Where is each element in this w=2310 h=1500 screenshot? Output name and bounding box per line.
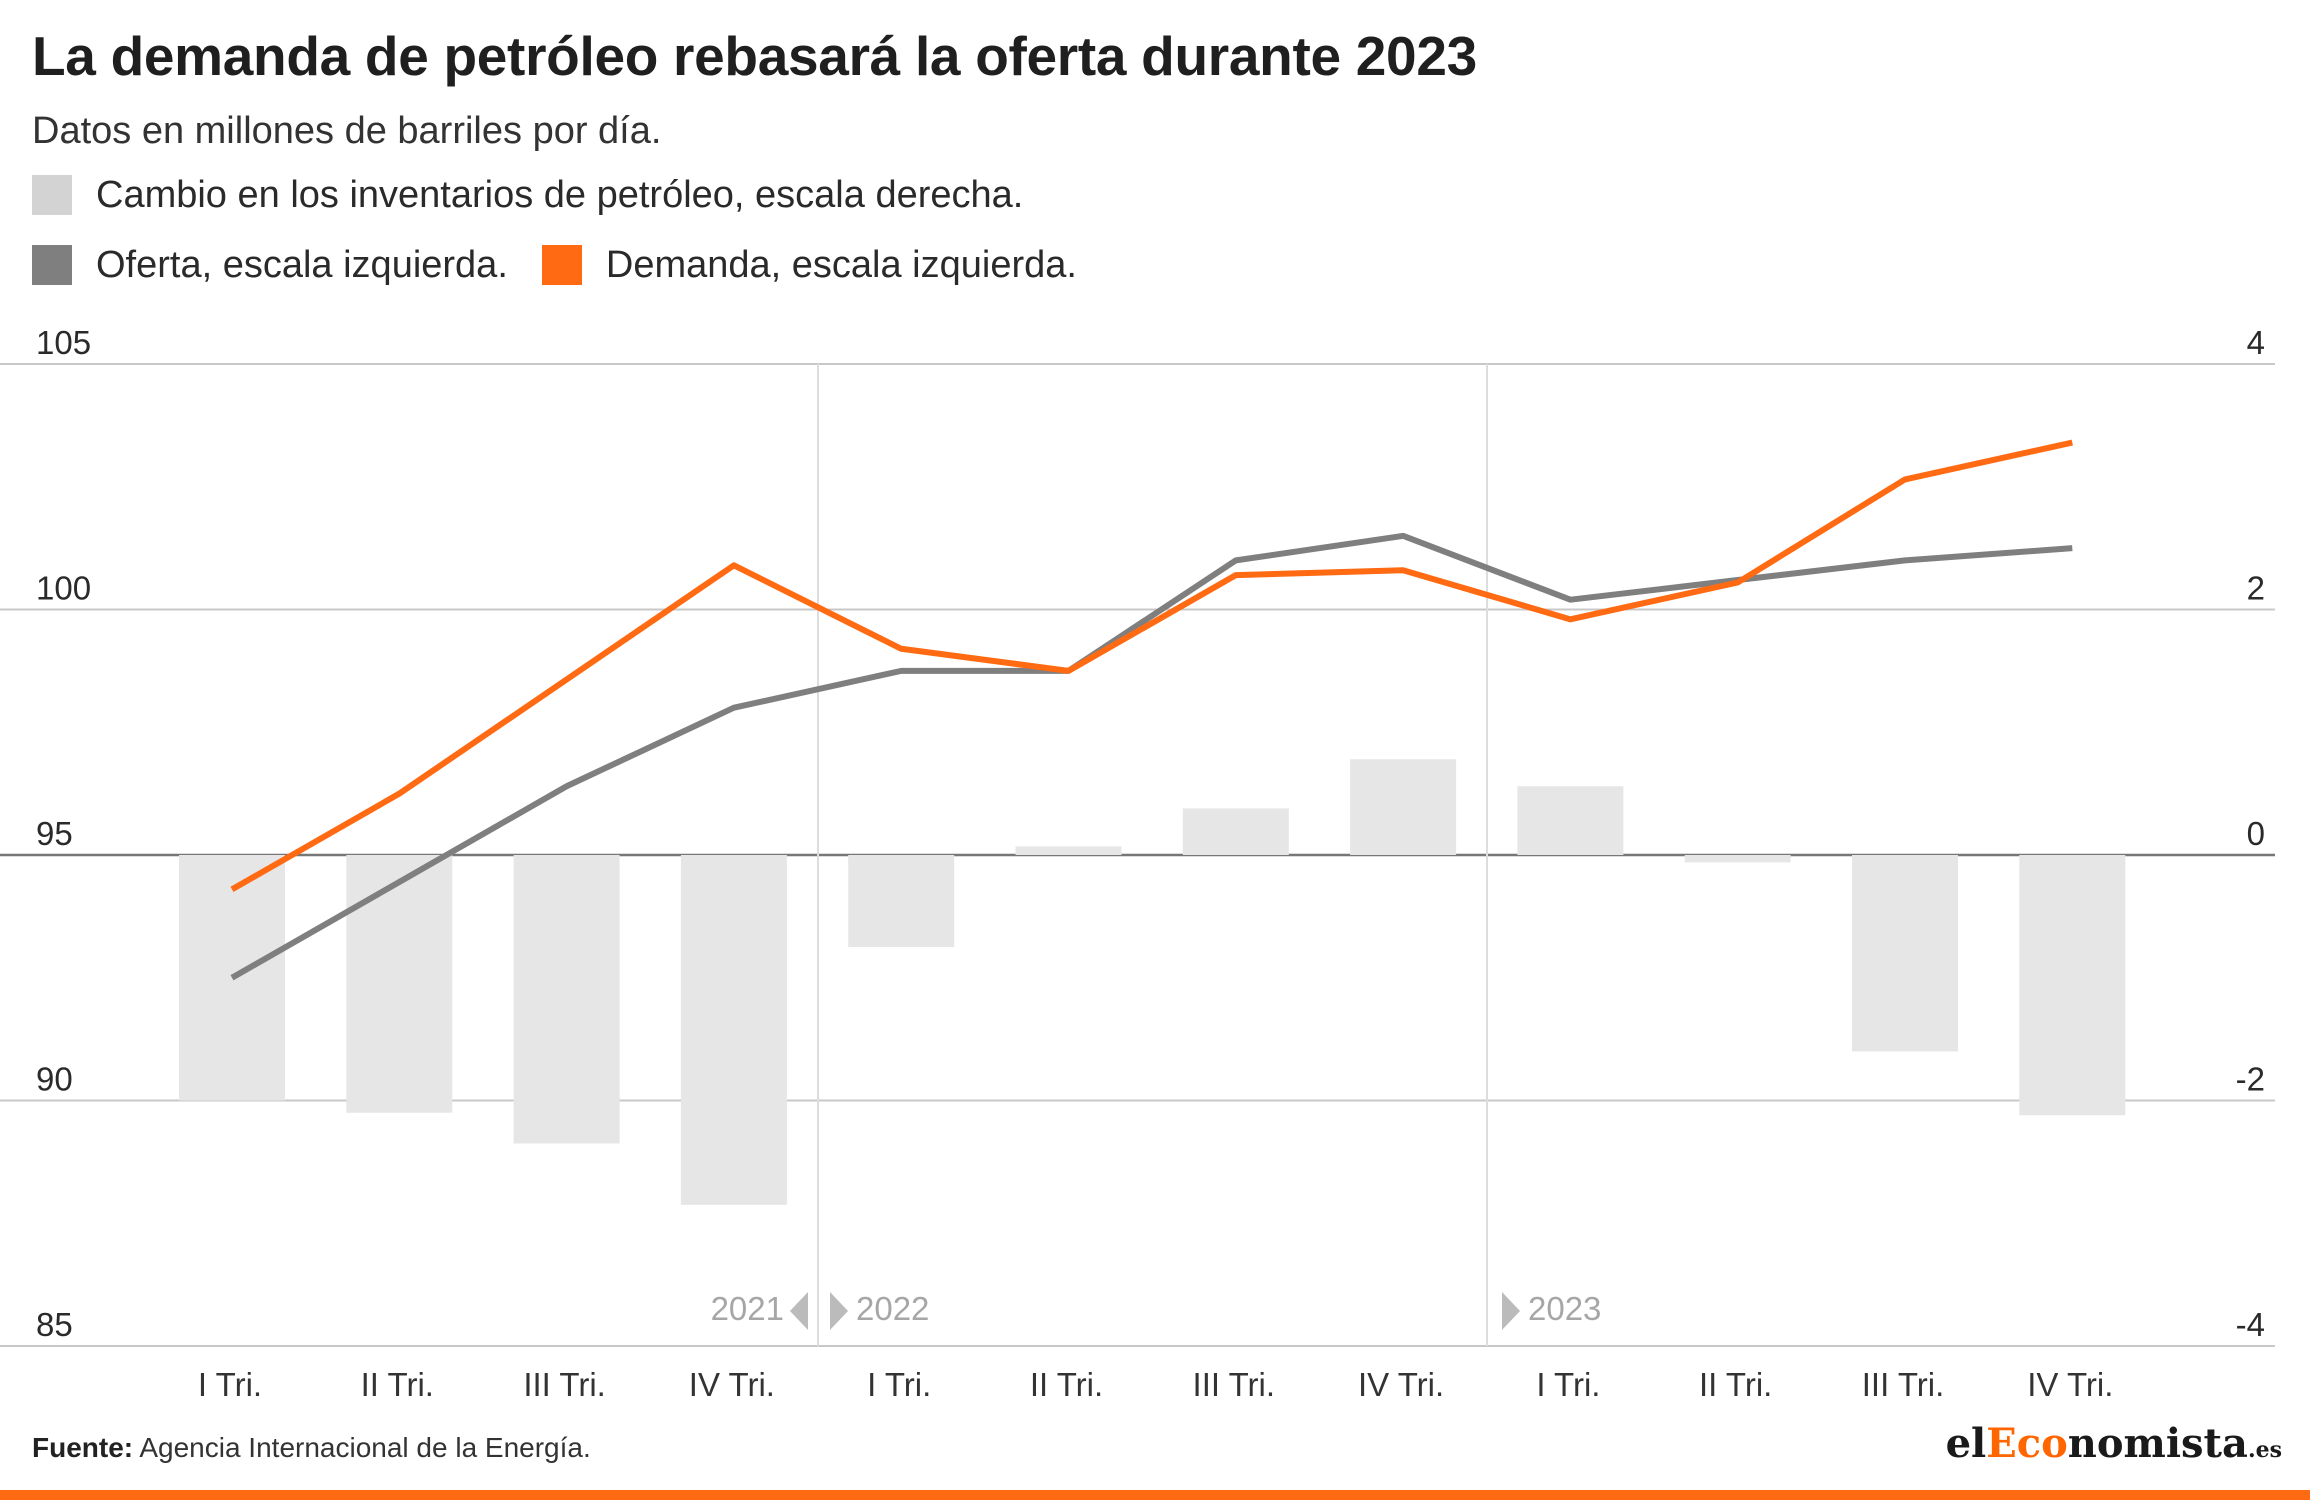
logo-part-domain: .es [2247,1437,2282,1463]
y-left-tick-label: 85 [36,1306,73,1343]
x-tick-label: I Tri. [867,1366,931,1403]
x-tick-label: III Tri. [1862,1366,1945,1403]
eleconomista-logo: elEconomista.es [1946,1420,2282,1467]
inventory-bar [1684,855,1791,863]
y-left-tick-label: 105 [36,324,91,361]
legend-swatch-inventory [32,175,72,215]
supply-line [230,532,2073,981]
chart-subtitle: Datos en millones de barriles por día. [32,110,662,152]
logo-part-eco: Eco [1986,1420,2068,1467]
x-tick-label: III Tri. [1193,1366,1276,1403]
x-tick-label: III Tri. [523,1366,606,1403]
year-label: 2022 [856,1290,929,1327]
x-tick-label: II Tri. [1030,1366,1103,1403]
inventory-bar [1852,855,1958,1052]
inventory-bar [848,855,955,948]
x-tick-label: II Tri. [361,1366,434,1403]
legend-label-inventory: Cambio en los inventarios de petróleo, e… [96,173,1024,216]
logo-part-nomista: nomista [2067,1420,2248,1467]
inventory-bar [2019,855,2126,1116]
legend-item-supply: Oferta, escala izquierda. [32,244,508,287]
chart-plot: 105 100 95 90 85 4 2 0 -2 -4 I Tri. II Tri. III Tri.… [0,324,2275,1403]
x-tick-label: IV Tri. [1358,1366,1444,1403]
source-label: Fuente: [32,1432,134,1463]
x-tick-label: I Tri. [198,1366,262,1403]
legend-swatch-demand [541,245,582,285]
inventory-bar [1182,808,1289,855]
inventory-bar [346,855,453,1113]
legend-label-supply: Oferta, escala izquierda. [96,243,508,286]
y-right-tick-label: 0 [2247,815,2265,852]
y-right-tick-label: 4 [2247,324,2265,361]
inventory-bar [1517,786,1624,855]
y-left-tick-label: 100 [36,570,91,607]
logo-part-el: el [1945,1420,1987,1467]
source-note: Fuente: Agencia Internacional de la Ener… [32,1432,591,1464]
inventory-bar [513,855,620,1144]
legend-item-demand: Demanda, escala izquierda. [541,243,1077,287]
legend-row-2: Oferta, escala izquierda. Demanda, escal… [32,242,1111,288]
legend-swatch-supply [32,245,72,285]
y-left-tick-label: 90 [36,1061,73,1098]
year-arrow-right-icon [1502,1292,1520,1330]
legend-item-inventory: Cambio en los inventarios de petróleo, e… [32,174,1023,217]
legend-row-1: Cambio en los inventarios de petróleo, e… [32,172,1057,218]
x-tick-label: IV Tri. [689,1366,775,1403]
x-tick-label: I Tri. [1536,1366,1600,1403]
y-right-tick-label: -4 [2236,1306,2265,1343]
x-tick-label: II Tri. [1699,1366,1772,1403]
y-right-tick-label: 2 [2247,570,2265,607]
y-right-tick-label: -2 [2236,1061,2265,1098]
inventory-bar [1015,846,1122,855]
x-tick-label: IV Tri. [2027,1366,2113,1403]
legend-label-demand: Demanda, escala izquierda. [605,243,1077,286]
source-text: Agencia Internacional de la Energía. [133,1432,591,1463]
y-left-tick-label: 95 [36,815,73,852]
year-label: 2023 [1528,1290,1601,1327]
year-arrow-right-icon [830,1292,848,1330]
chart-title: La demanda de petróleo rebasará la ofert… [32,25,1477,87]
bottom-accent-bar [0,1490,2310,1500]
inventory-bar [1350,759,1457,855]
year-label: 2021 [711,1290,784,1327]
inventory-bar [680,855,787,1205]
year-arrow-left-icon [790,1292,808,1330]
